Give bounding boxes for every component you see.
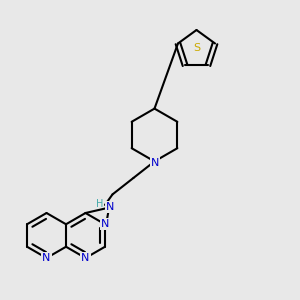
Text: N: N bbox=[101, 219, 109, 229]
Text: H: H bbox=[96, 199, 103, 209]
Text: N: N bbox=[81, 253, 90, 263]
Text: S: S bbox=[193, 43, 200, 53]
Text: N: N bbox=[106, 202, 115, 212]
Text: N: N bbox=[42, 253, 51, 263]
Text: N: N bbox=[151, 158, 159, 168]
